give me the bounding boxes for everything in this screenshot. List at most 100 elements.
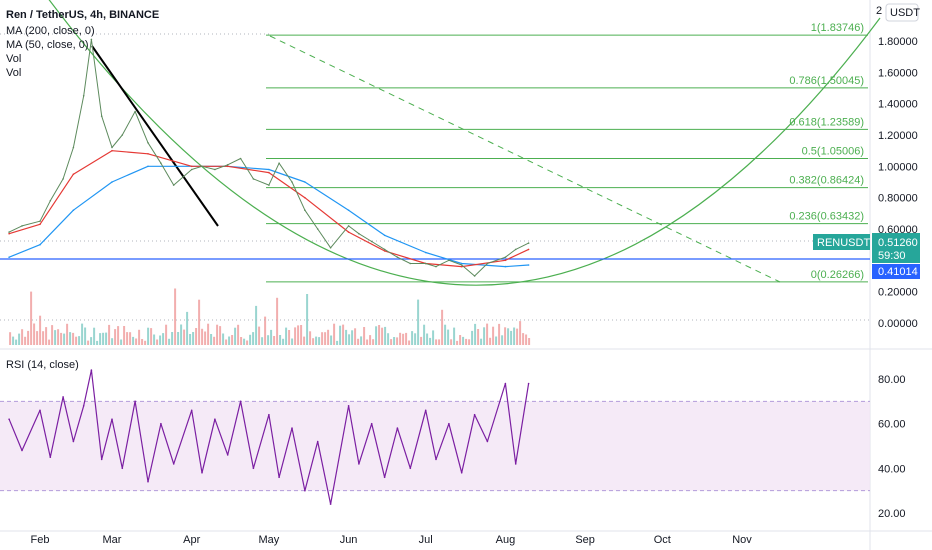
volume-bar — [462, 336, 465, 345]
volume-bar — [87, 340, 90, 345]
volume-bar — [432, 330, 435, 345]
volume-bar — [510, 330, 513, 345]
volume-bar — [492, 326, 495, 345]
volume-bar — [243, 338, 246, 345]
time-tick-label: Sep — [575, 534, 595, 546]
volume-bar — [210, 334, 213, 345]
data-point — [62, 178, 64, 180]
time-tick-label: Apr — [183, 534, 200, 546]
data-point — [504, 259, 507, 262]
data-point — [160, 422, 162, 425]
rsi-line — [8, 369, 530, 505]
data-point — [291, 181, 293, 183]
price-tick-label: 0.20000 — [878, 287, 918, 299]
price-tick-label: 1.20000 — [878, 130, 918, 142]
data-point — [383, 248, 386, 251]
volume-bar — [120, 339, 123, 345]
data-point — [111, 418, 113, 421]
volume-bar — [195, 328, 198, 345]
rsi-tick-label: 40.00 — [878, 463, 906, 475]
data-point — [460, 265, 463, 268]
volume-bar — [189, 334, 192, 345]
data-point — [435, 458, 437, 461]
volume-bar — [240, 337, 243, 345]
data-point — [90, 369, 93, 371]
time-tick-label: Oct — [654, 534, 671, 546]
volume-bar — [138, 329, 141, 345]
volume-bar — [336, 340, 339, 345]
volume-bar — [357, 338, 360, 345]
data-point — [147, 480, 149, 483]
volume-bar — [57, 329, 60, 345]
volume-bar — [222, 333, 225, 345]
volume-bar — [348, 334, 351, 345]
volume-bar — [384, 326, 387, 345]
rsi-band — [0, 401, 870, 491]
data-point — [409, 262, 412, 265]
data-point — [304, 181, 306, 183]
volume-bar — [45, 327, 48, 345]
data-point — [100, 458, 103, 461]
price-tick-label: 1.80000 — [878, 36, 918, 48]
volume-bar — [450, 339, 453, 345]
volume-bar — [285, 327, 288, 345]
volume-bar — [378, 325, 381, 345]
volume-bar — [51, 325, 54, 345]
price-tick-label: 0.80000 — [878, 193, 918, 205]
volume-bar — [96, 340, 99, 345]
volume-bar — [411, 331, 414, 345]
data-point — [527, 248, 530, 251]
volume-bar — [429, 337, 432, 345]
volume-bar — [147, 327, 150, 345]
currency-button[interactable] — [885, 3, 919, 22]
volume-bar — [267, 335, 270, 345]
volume-bar — [528, 338, 531, 345]
volume-bar — [177, 332, 180, 345]
data-point — [49, 200, 52, 202]
price-tag-value: 0.51260 — [878, 237, 918, 249]
volume-bar — [30, 291, 33, 345]
data-point — [383, 250, 386, 252]
volume-bar — [39, 315, 42, 345]
volume-bar — [393, 337, 396, 345]
volume-bar — [375, 326, 378, 345]
volume-bar — [60, 332, 63, 345]
volume-bar — [459, 335, 462, 345]
data-point — [527, 264, 530, 266]
time-axis-ticks: Feb Mar Apr May Jun Jul Aug Sep Oct Nov — [31, 534, 753, 546]
data-point — [435, 265, 437, 268]
data-point — [190, 165, 193, 168]
volume-bar — [90, 337, 93, 345]
data-point — [62, 396, 64, 398]
indicator-vol2-label: Vol — [6, 67, 21, 79]
fib-level-label: 0(0.26266) — [811, 269, 864, 281]
volume-bar — [69, 332, 72, 345]
volume-bar — [291, 338, 294, 345]
volume-bar — [513, 327, 516, 345]
time-tick-label: Nov — [732, 534, 752, 546]
data-point — [111, 146, 113, 149]
volume-bar — [396, 337, 399, 345]
volume-bar — [279, 335, 282, 345]
data-point — [82, 405, 85, 407]
data-point — [268, 168, 270, 171]
time-tick-label: Aug — [496, 534, 516, 546]
data-point — [486, 440, 489, 443]
volume-bar — [204, 331, 207, 345]
support-price-value: 0.41014 — [878, 266, 918, 278]
time-tick-label: May — [258, 534, 279, 546]
volume-bar — [183, 329, 186, 345]
volume-bar — [366, 339, 369, 345]
volume-bar — [174, 288, 177, 345]
volume-bar — [261, 337, 264, 345]
volume-bar — [519, 321, 522, 345]
data-point — [8, 231, 10, 233]
volume-bar — [345, 329, 348, 345]
data-point — [424, 409, 427, 412]
data-point — [316, 440, 319, 443]
data-point — [527, 382, 530, 385]
volume-bar — [207, 323, 210, 345]
data-point — [278, 476, 280, 479]
data-point — [134, 110, 136, 113]
data-point — [252, 467, 255, 470]
